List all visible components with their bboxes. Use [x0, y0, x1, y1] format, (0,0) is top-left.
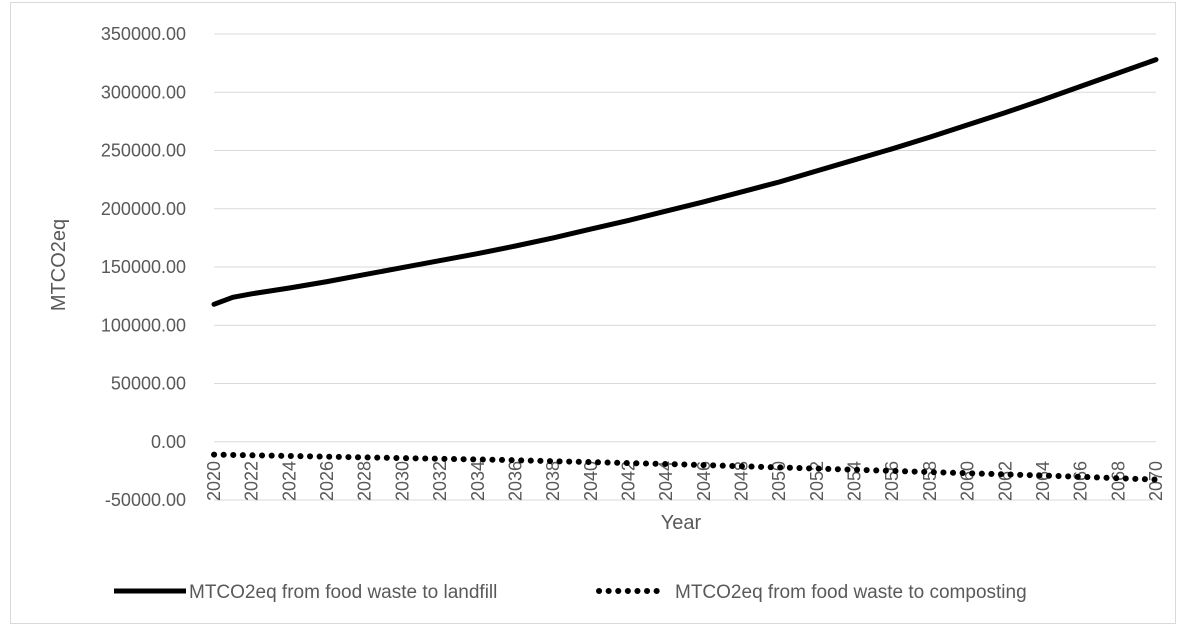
- y-tick-label: 200000.00: [101, 199, 186, 219]
- chart-frame: 350000.00 300000.00 250000.00 200000.00 1500…: [10, 2, 1176, 624]
- x-tick-label: 2022: [242, 461, 262, 501]
- x-tick-label: 2038: [543, 461, 563, 501]
- x-tick-label: 2044: [656, 461, 676, 501]
- x-tick-label: 2042: [618, 461, 638, 501]
- x-tick-label: 2040: [581, 461, 601, 501]
- x-tick-label: 2068: [1108, 461, 1128, 501]
- series-lines: [211, 57, 1159, 483]
- x-tick-label: 2026: [317, 461, 337, 501]
- x-tick-label: 2048: [732, 461, 752, 501]
- line-chart: 350000.00 300000.00 250000.00 200000.00 1500…: [48, 24, 1166, 603]
- x-tick-label: 2052: [807, 461, 827, 501]
- x-tick-label: 2036: [505, 461, 525, 501]
- series-line-landfill: [211, 57, 1159, 307]
- x-tick-label: 2062: [995, 461, 1015, 501]
- y-tick-label: 100000.00: [101, 315, 186, 335]
- x-tick-label: 2056: [882, 461, 902, 501]
- y-tick-label: 50000.00: [111, 374, 186, 394]
- y-tick-label: 300000.00: [101, 82, 186, 102]
- legend-label-landfill: MTCO2eq from food waste to landfill: [189, 582, 497, 603]
- x-tick-label: 2032: [430, 461, 450, 501]
- y-tick-label: 250000.00: [101, 141, 186, 161]
- x-tick-label: 2046: [694, 461, 714, 501]
- gridlines: [214, 33, 1156, 501]
- x-tick-label: 2060: [958, 461, 978, 501]
- x-tick-label: 2050: [769, 461, 789, 501]
- y-tick-label: -50000.00: [105, 490, 186, 510]
- x-tick-label: 2024: [279, 461, 299, 501]
- legend-label-composting: MTCO2eq from food waste to composting: [675, 582, 1027, 603]
- legend: MTCO2eq from food waste to landfill MTCO…: [114, 582, 1027, 603]
- x-axis-title: Year: [661, 512, 702, 534]
- x-tick-label: 2034: [468, 461, 488, 501]
- x-tick-label: 2030: [392, 461, 412, 501]
- x-tick-label: 2020: [204, 461, 224, 501]
- x-tick-label: 2028: [355, 461, 375, 501]
- y-tick-label: 150000.00: [101, 257, 186, 277]
- y-axis-title: MTCO2eq: [48, 219, 70, 311]
- y-tick-label: 350000.00: [101, 24, 186, 44]
- x-tick-label: 2064: [1033, 461, 1053, 501]
- series-line-composting: [211, 451, 1159, 483]
- x-tick-label: 2058: [920, 461, 940, 501]
- x-tick-label: 2066: [1071, 461, 1091, 501]
- y-axis-tick-labels: 350000.00 300000.00 250000.00 200000.00 1500…: [101, 24, 186, 510]
- y-tick-label: 0.00: [151, 432, 186, 452]
